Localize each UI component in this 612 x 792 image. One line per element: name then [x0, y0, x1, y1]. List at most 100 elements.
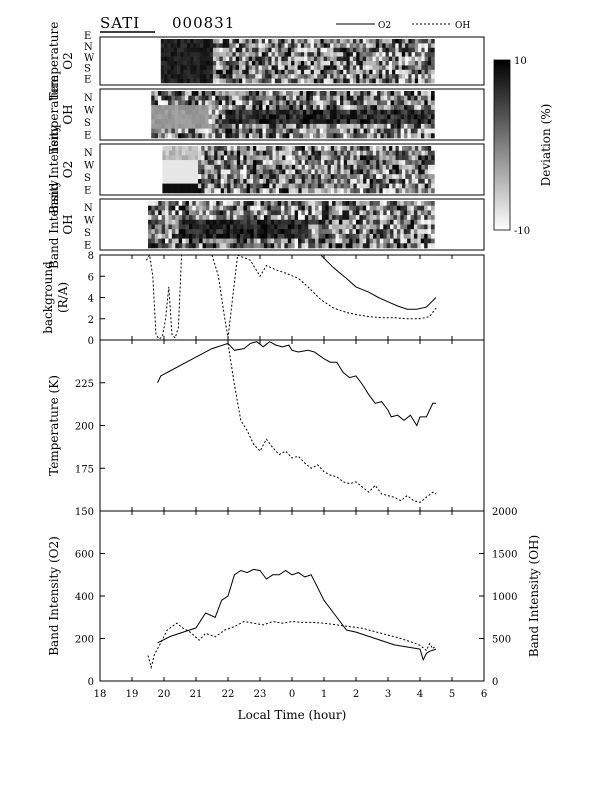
strip-cell — [269, 169, 273, 175]
strip-cell — [258, 39, 263, 44]
strip-cell — [317, 47, 321, 53]
strip-cell — [376, 243, 381, 249]
strip-cell — [263, 210, 268, 216]
strip-cell — [232, 47, 237, 53]
strip-cell — [228, 95, 233, 101]
strip-cell — [258, 43, 263, 49]
strip-cell — [255, 69, 259, 75]
strip-cell — [157, 109, 162, 115]
strip-cell — [349, 47, 354, 53]
strip-cell — [280, 238, 285, 244]
strip-cell — [188, 155, 192, 161]
strip-cell — [309, 95, 314, 101]
strip-cell — [201, 100, 206, 106]
strip-cell — [417, 229, 422, 235]
strip-cell — [369, 174, 374, 180]
strip-cell — [172, 169, 176, 175]
strip-cell — [431, 52, 435, 57]
strip-cell — [172, 160, 176, 166]
strip-cell — [395, 65, 399, 71]
strip-cell — [253, 164, 257, 170]
strip-cell — [379, 178, 383, 184]
strip-cell — [343, 74, 347, 79]
strip-cell — [377, 123, 381, 129]
strip-cell — [261, 52, 266, 57]
strip-cell — [318, 219, 323, 225]
strip-cell — [201, 119, 206, 125]
strip-cell — [192, 243, 197, 249]
strip-cell — [316, 100, 321, 106]
strip-cell — [424, 100, 428, 106]
strip-cell — [233, 183, 238, 189]
strip-cell — [219, 233, 224, 239]
strip-cell — [302, 119, 307, 125]
strip-cell — [407, 119, 412, 125]
strip-cell — [369, 169, 374, 175]
strip-cell — [175, 238, 179, 244]
strip-cell — [235, 52, 240, 57]
strip-cell — [333, 43, 337, 49]
strip-cell — [188, 109, 192, 115]
strip-cell — [350, 123, 354, 129]
strip-cell — [272, 133, 277, 139]
strip-cell — [370, 100, 375, 106]
strip-cell — [311, 164, 315, 170]
strip-cell — [295, 183, 299, 189]
strip-cell — [275, 188, 280, 194]
strip-cell — [186, 74, 191, 79]
strip-cell — [297, 61, 302, 66]
strip-cell — [387, 105, 391, 111]
strip-cell — [223, 183, 228, 189]
strip-cell — [400, 205, 405, 211]
strip-cell — [403, 224, 408, 230]
strip-cell — [366, 114, 371, 120]
strip-cell — [157, 105, 162, 111]
strip-cell — [311, 146, 315, 151]
strip-cell — [269, 174, 273, 180]
strip-cell — [343, 146, 348, 151]
strip-cell — [343, 78, 347, 84]
strip-cell — [420, 205, 425, 211]
strip-cell — [236, 224, 241, 230]
strip-cell — [151, 210, 156, 216]
x-tick-label: 23 — [254, 689, 267, 700]
strip-cell — [325, 210, 330, 216]
strip-cell — [304, 215, 309, 221]
strip-cell — [270, 205, 275, 211]
strip-cell — [333, 114, 337, 120]
strip-cell — [168, 105, 172, 111]
strip-cell — [168, 119, 172, 125]
strip-cell — [418, 169, 422, 175]
strip-cell — [161, 128, 165, 134]
strip-cell — [208, 105, 213, 111]
strip-cell — [353, 100, 358, 106]
strip-cell — [188, 201, 193, 206]
strip-cell — [178, 201, 183, 206]
strip-cell — [214, 178, 218, 184]
strip-cell — [205, 109, 209, 115]
strip-cell — [269, 133, 273, 139]
strip-cell — [230, 174, 234, 180]
strip-cell — [376, 160, 380, 166]
strip-cell — [366, 229, 370, 235]
strip-cell — [248, 65, 253, 71]
strip-cell — [151, 91, 155, 96]
strip-cell — [232, 43, 237, 49]
strip-cell — [216, 52, 220, 57]
strip-cell — [421, 188, 425, 194]
strip-cell — [171, 224, 176, 230]
strip-cell — [298, 169, 302, 175]
strip-cell — [243, 233, 248, 239]
strip-cell — [220, 188, 225, 194]
strip-cell — [289, 119, 294, 125]
strip-cell — [181, 174, 186, 180]
strip-cell — [353, 128, 358, 134]
strip-cell — [282, 169, 286, 175]
strip-cell — [408, 43, 412, 49]
strip-cell — [379, 238, 384, 244]
strip-cell — [279, 114, 283, 120]
strip-cell — [262, 109, 267, 115]
strip-cell — [311, 243, 316, 249]
strip-cell — [323, 114, 327, 120]
strip-cell — [195, 128, 199, 134]
